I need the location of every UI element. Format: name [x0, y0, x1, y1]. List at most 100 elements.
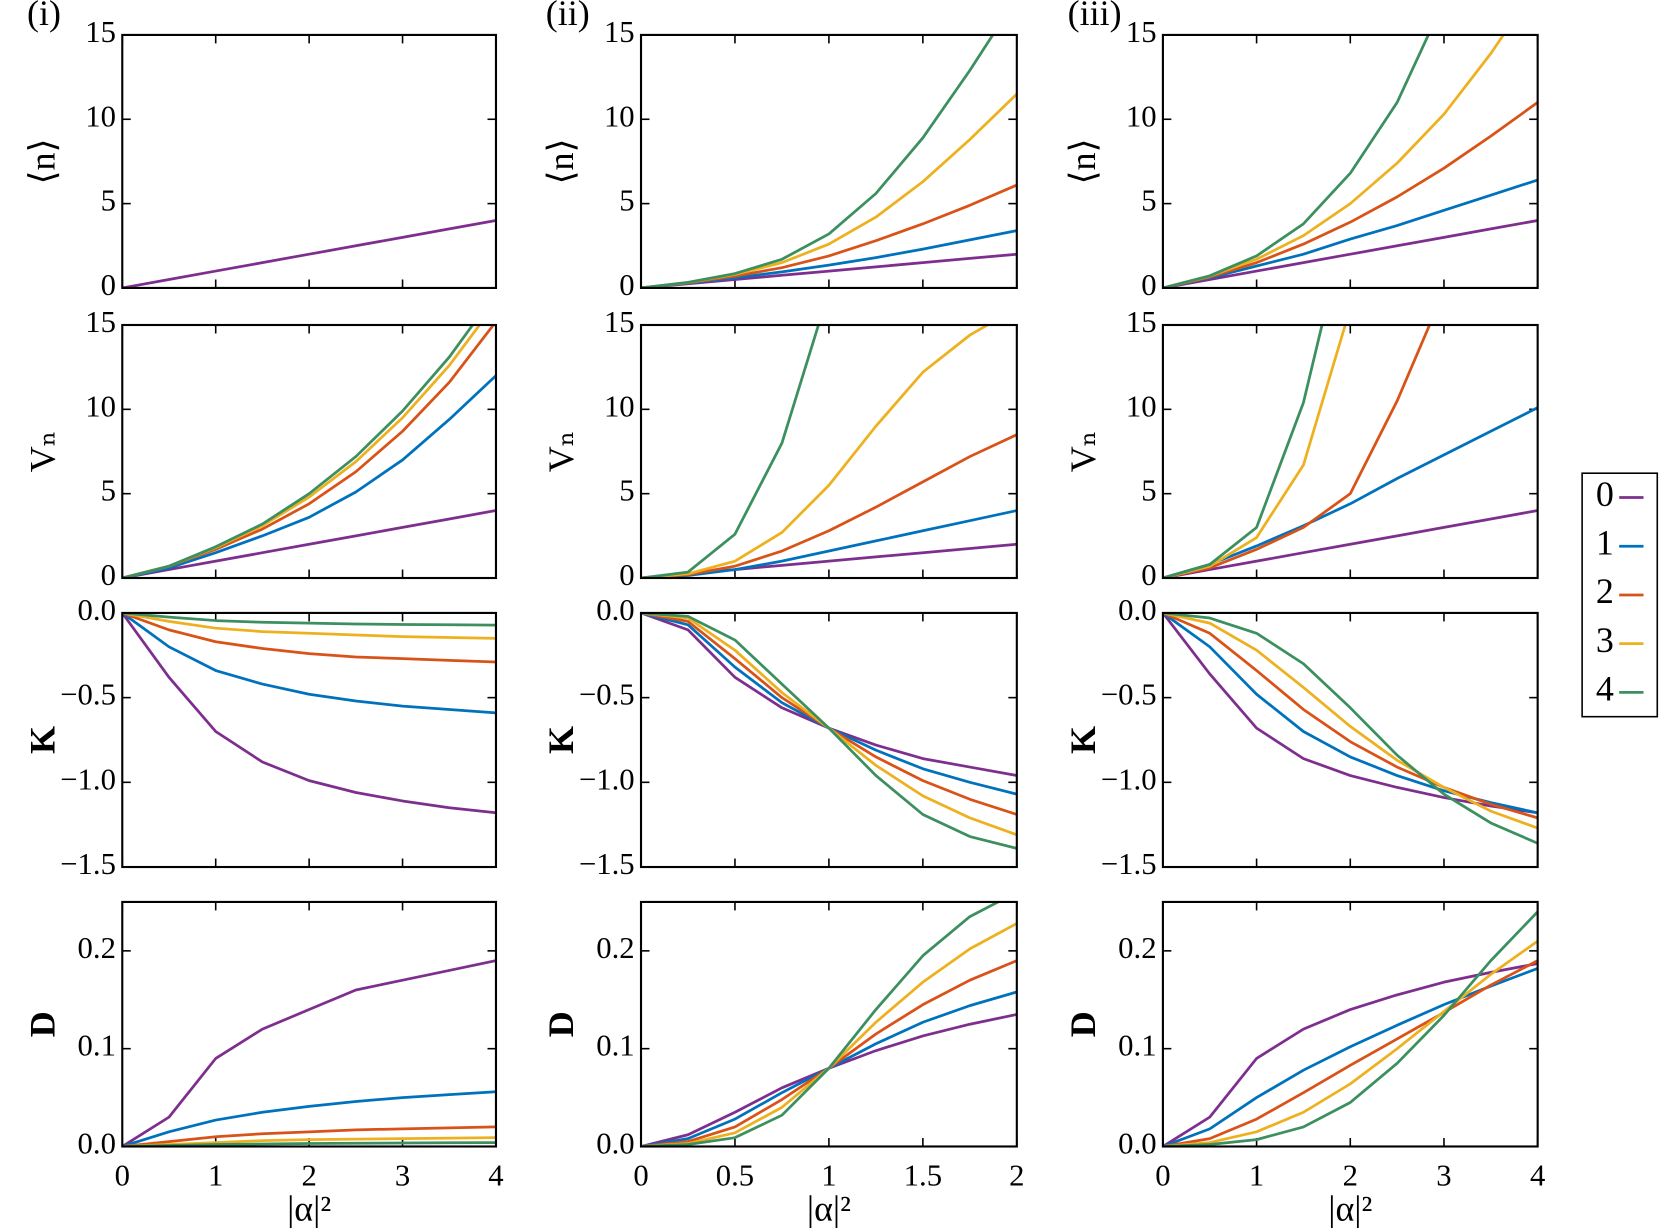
- y-tick-label: −1.0: [60, 762, 116, 796]
- series-line: [122, 612, 496, 715]
- y-tick-label: 10: [85, 389, 116, 423]
- y-tick-label: −0.5: [579, 678, 635, 712]
- series-line: [122, 324, 496, 579]
- x-axis-label: |α|²: [287, 1188, 331, 1228]
- x-tick-label: 3: [395, 1158, 410, 1192]
- plot-frame: [121, 323, 498, 580]
- y-tick-label: 0: [101, 558, 116, 592]
- legend-label: 3: [1596, 620, 1614, 660]
- series-line: [122, 219, 496, 288]
- panel: 0.0 −0.5 −1.0 −1.5 K: [22, 593, 498, 881]
- y-tick-label: 0.1: [1118, 1029, 1156, 1063]
- series-line: [122, 324, 482, 579]
- y-tick-label: 15: [604, 15, 635, 49]
- y-tick-label: −1.0: [1101, 762, 1157, 796]
- y-axis-label: ⟨n⟩: [1063, 138, 1103, 184]
- panel-label: (ii): [546, 0, 590, 33]
- y-axis-label: Vₙ: [1063, 431, 1103, 473]
- series-line: [1162, 219, 1538, 288]
- y-tick-label: −1.5: [60, 847, 116, 881]
- panel: 0.0 0.1 0.2 0 1 2 3 4 D |α|²: [1063, 900, 1545, 1228]
- series-line: [641, 612, 1017, 850]
- y-tick-label: 0: [1141, 558, 1156, 592]
- y-tick-label: 5: [101, 184, 116, 218]
- y-tick-label: 15: [604, 305, 635, 339]
- x-tick-label: 0: [1155, 1158, 1170, 1192]
- x-tick-label: 0.5: [716, 1158, 754, 1192]
- y-tick-label: 15: [85, 305, 116, 339]
- y-axis-label: K: [541, 726, 581, 754]
- plot-frame: [1161, 611, 1539, 869]
- y-tick-label: 5: [619, 184, 634, 218]
- panel: 0 5 10 15 Vₙ: [22, 305, 498, 592]
- series-line: [641, 509, 1017, 579]
- series-line: [122, 612, 496, 640]
- series-line: [1162, 509, 1538, 579]
- series-line: [1162, 101, 1538, 288]
- y-tick-label: 0.2: [78, 931, 116, 965]
- series-line: [1162, 962, 1538, 1147]
- x-tick-label: 0: [633, 1158, 648, 1192]
- x-tick-label: 0: [115, 1158, 130, 1192]
- series-line: [1162, 406, 1538, 579]
- y-tick-label: 5: [101, 474, 116, 508]
- y-tick-label: 0.1: [78, 1029, 116, 1063]
- panel: 0 5 10 15 Vₙ: [541, 305, 1018, 592]
- series-line: [1162, 910, 1538, 1147]
- series-line: [122, 374, 496, 579]
- y-axis-label: D: [1063, 1011, 1103, 1037]
- y-tick-label: 15: [1126, 15, 1157, 49]
- series-line: [641, 324, 991, 579]
- plot-frame: [1161, 323, 1539, 580]
- y-tick-label: 10: [1126, 389, 1157, 423]
- y-tick-label: −1.5: [1101, 847, 1157, 881]
- y-axis-label: Vₙ: [22, 431, 62, 473]
- y-tick-label: −0.5: [1101, 678, 1157, 712]
- series-line: [1162, 959, 1538, 1147]
- x-tick-label: 2: [301, 1158, 316, 1192]
- y-tick-label: 15: [1126, 305, 1157, 339]
- series-line: [122, 1125, 496, 1147]
- y-axis-label: D: [541, 1011, 581, 1037]
- y-tick-label: 10: [1126, 99, 1157, 133]
- y-tick-label: 10: [604, 389, 635, 423]
- x-tick-label: 2: [1009, 1158, 1024, 1192]
- x-tick-label: 4: [1530, 1158, 1545, 1192]
- series-line: [122, 509, 496, 579]
- series-line: [122, 1141, 496, 1147]
- series-line: [641, 34, 995, 288]
- y-tick-label: 10: [85, 99, 116, 133]
- y-tick-label: 0.0: [596, 593, 634, 627]
- y-tick-label: 5: [619, 474, 634, 508]
- y-tick-label: 0.0: [596, 1127, 634, 1161]
- y-tick-label: 0.0: [1118, 1127, 1156, 1161]
- panel: 0.0 0.1 0.2 0 1 2 3 4 D |α|²: [22, 900, 504, 1228]
- series-line: [641, 612, 1017, 816]
- legend-label: 2: [1596, 571, 1614, 611]
- series-line: [641, 959, 1017, 1147]
- plot-frame: [639, 33, 1018, 290]
- series-line: [641, 612, 1017, 777]
- series-line: [641, 901, 1002, 1147]
- panel-label: (iii): [1068, 0, 1122, 33]
- series-line: [641, 922, 1017, 1147]
- y-tick-label: 15: [85, 15, 116, 49]
- panel: 0.0 −0.5 −1.0 −1.5 K: [1063, 593, 1539, 881]
- series-line: [1162, 324, 1432, 579]
- y-axis-label: ⟨n⟩: [541, 138, 581, 184]
- panel: 0 5 10 15 ⟨n⟩ (ii): [541, 0, 1018, 302]
- x-tick-label: 1: [1249, 1158, 1264, 1192]
- plot-frame: [639, 900, 1018, 1148]
- y-tick-label: −1.0: [579, 762, 635, 796]
- y-tick-label: 0.2: [1118, 931, 1156, 965]
- series-line: [1162, 178, 1538, 288]
- y-tick-label: 0.0: [78, 1127, 116, 1161]
- y-axis-label: ⟨n⟩: [22, 138, 62, 184]
- y-tick-label: 0.2: [596, 931, 634, 965]
- y-axis-label: Vₙ: [541, 431, 581, 473]
- y-tick-label: −1.5: [579, 847, 635, 881]
- series-line: [1162, 612, 1538, 815]
- series-line: [122, 612, 496, 627]
- series-line: [1162, 612, 1538, 820]
- x-tick-label: 1.5: [904, 1158, 942, 1192]
